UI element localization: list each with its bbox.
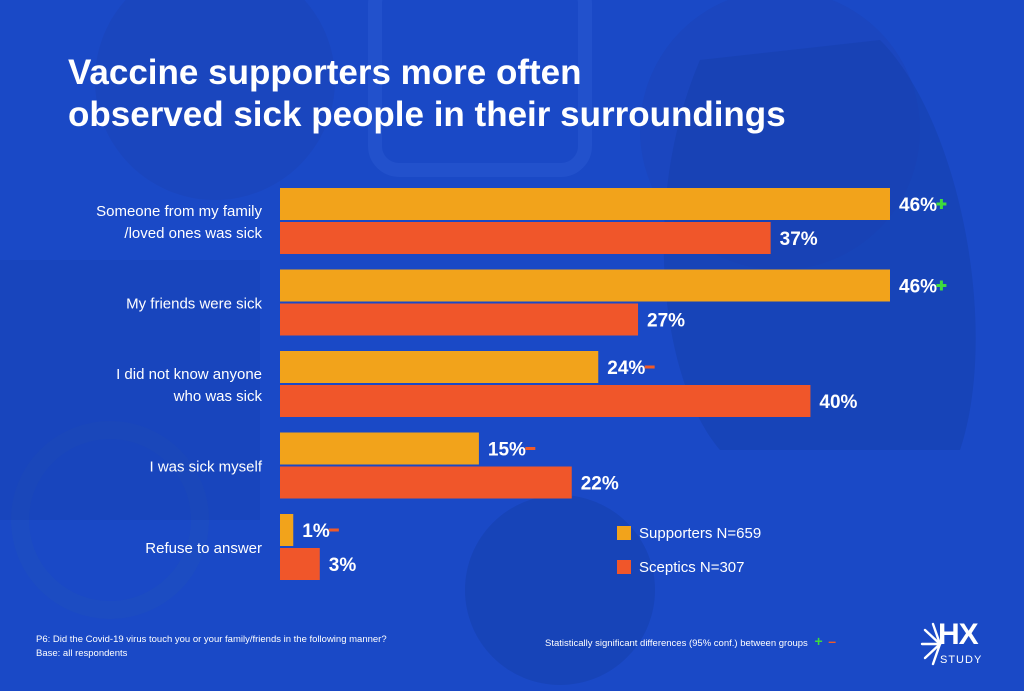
supporters-bar [280, 514, 294, 546]
title-line-1: Vaccine supporters more often [68, 53, 582, 92]
category-label: Refuse to answer [145, 540, 262, 557]
category-label: /loved ones was sick [124, 225, 262, 242]
data-label: 27% [647, 311, 685, 332]
chart-footnote: P6: Did the Covid-19 virus touch you or … [36, 633, 387, 661]
plus-sign-v [939, 199, 943, 209]
sceptics-bar [280, 466, 572, 499]
data-label: 37% [780, 229, 818, 250]
logo-text: HX [938, 618, 979, 651]
title-line-2: observed sick people in their surroundin… [68, 95, 786, 134]
logo-subtext: STUDY [940, 654, 983, 666]
legend-supporters-swatch [617, 526, 631, 540]
plus-icon: + [814, 633, 823, 649]
supporters-bar [280, 351, 599, 383]
minus-sign [644, 365, 655, 369]
sceptics-bar [280, 548, 320, 580]
supporters-bar [280, 269, 890, 302]
data-label: 46% [899, 277, 937, 298]
data-label: 46% [899, 195, 937, 216]
minus-sign [328, 528, 339, 532]
question-note: P6: Did the Covid-19 virus touch you or … [36, 634, 387, 645]
data-label: 24% [607, 358, 645, 379]
plus-sign-v [939, 280, 943, 291]
legend-label: Sceptics N=307 [639, 559, 744, 576]
data-label: 3% [329, 555, 357, 576]
supporters-bar [280, 188, 890, 220]
sceptics-bar [280, 385, 811, 417]
category-label: who was sick [173, 388, 263, 405]
category-label: Someone from my family [96, 203, 262, 220]
category-label: I was sick myself [149, 459, 262, 476]
chart-title: Vaccine supporters more often observed s… [68, 52, 888, 136]
significance-text: Statistically significant differences (9… [545, 638, 808, 649]
legend-label: Supporters N=659 [639, 525, 761, 542]
category-label: I did not know anyone [116, 366, 262, 383]
minus-icon: – [828, 633, 837, 649]
hx-study-logo: HX STUDY [920, 618, 1000, 678]
data-label: 15% [488, 440, 526, 461]
legend-sceptics-swatch [617, 560, 631, 574]
minus-sign [525, 447, 536, 450]
data-label: 1% [302, 521, 330, 542]
significance-note: Statistically significant differences (9… [545, 634, 836, 651]
base-note: Base: all respondents [36, 648, 128, 659]
sceptics-bar [280, 303, 639, 336]
data-label: 40% [819, 392, 857, 413]
category-label: My friends were sick [126, 296, 262, 313]
supporters-bar [280, 432, 479, 465]
data-label: 22% [581, 474, 619, 495]
sceptics-bar [280, 222, 771, 254]
star-burst-icon [920, 622, 942, 666]
